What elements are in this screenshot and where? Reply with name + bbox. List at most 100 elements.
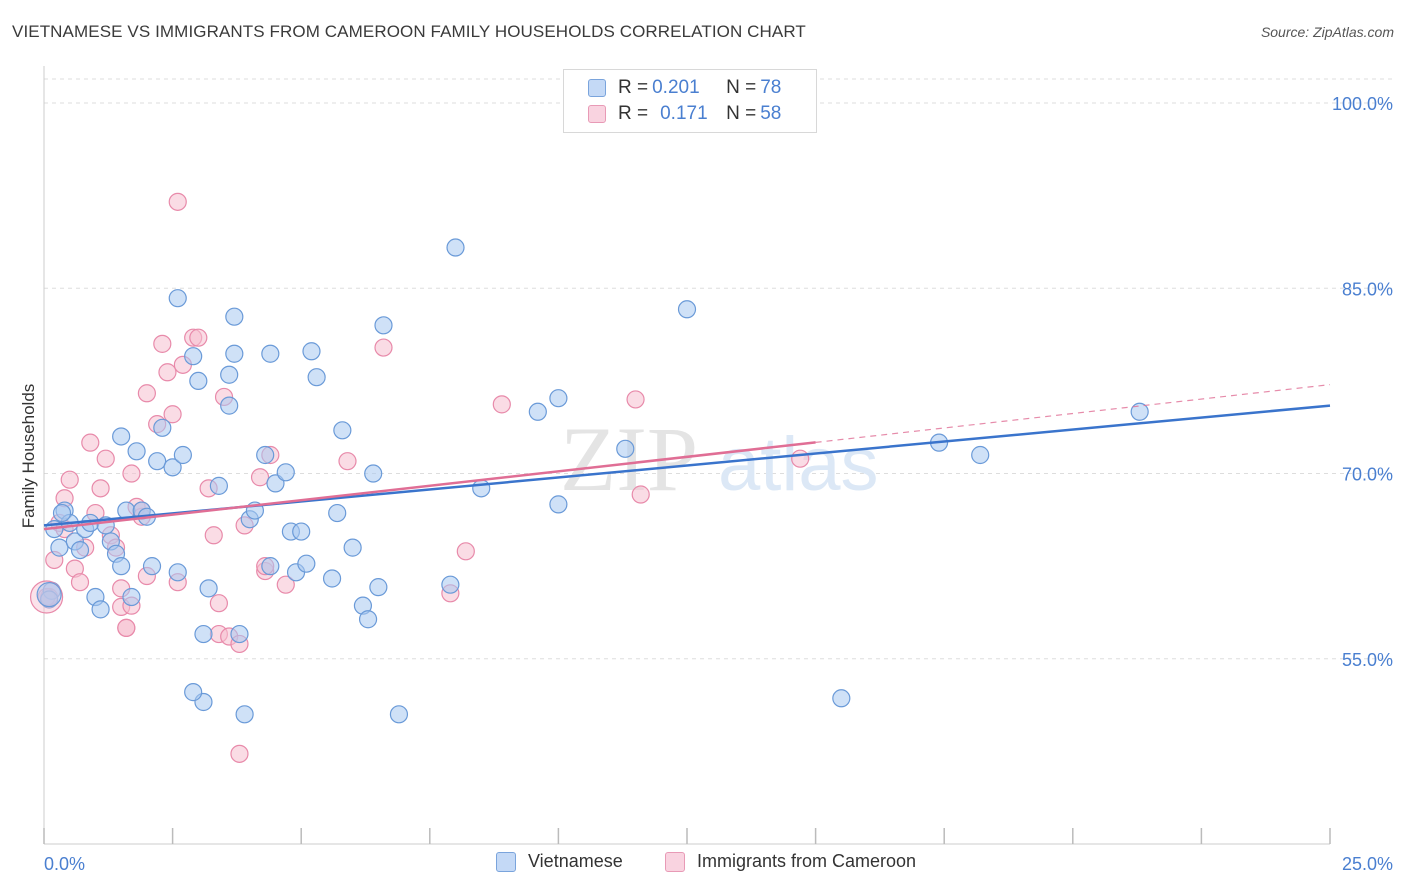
point-cameroon: [492, 395, 511, 414]
point-cameroon: [168, 192, 187, 211]
n-value: 78: [760, 77, 782, 98]
point-vietnamese: [333, 421, 352, 440]
legend-swatch-blue: [496, 851, 516, 872]
point-vietnamese: [358, 610, 378, 629]
point-cameroon: [158, 363, 177, 382]
trend-line-cameroon: [43, 441, 816, 531]
point-vietnamese: [142, 557, 162, 576]
point-vietnamese: [276, 463, 295, 482]
point-vietnamese: [549, 389, 568, 408]
point-vietnamese: [971, 445, 990, 465]
point-vietnamese: [225, 307, 244, 326]
point-vietnamese: [297, 554, 316, 573]
correlation-legend: R = 0.201 N = 78 R = 0.171 N = 58: [563, 69, 817, 133]
point-cameroon: [117, 618, 136, 637]
point-vietnamese: [112, 427, 131, 446]
point-vietnamese: [343, 538, 362, 557]
legend-swatch-pink: [665, 851, 685, 872]
point-vietnamese: [292, 522, 311, 541]
point-vietnamese: [168, 289, 187, 308]
point-vietnamese: [91, 600, 110, 619]
point-cameroon: [631, 485, 650, 504]
point-vietnamese: [261, 344, 280, 363]
point-vietnamese: [199, 579, 218, 598]
point-vietnamese: [677, 300, 697, 319]
data-points: [29, 192, 1149, 763]
point-cameroon: [209, 594, 228, 613]
point-vietnamese: [148, 452, 167, 471]
legend-swatch-pink: [588, 105, 606, 123]
series-legend: Vietnamese Immigrants from Cameroon: [0, 851, 1406, 877]
point-vietnamese: [209, 476, 228, 495]
axes: [43, 66, 1331, 845]
point-cameroon: [153, 334, 172, 353]
point-cameroon: [374, 338, 393, 357]
point-cameroon: [250, 468, 270, 487]
point-vietnamese: [1130, 402, 1149, 421]
point-vietnamese: [446, 238, 465, 257]
point-vietnamese: [441, 575, 460, 594]
y-axis-label: Family Households: [19, 384, 38, 529]
point-cameroon: [338, 452, 357, 471]
point-vietnamese: [549, 495, 568, 514]
point-cameroon: [791, 449, 810, 468]
legend-row-cameroon: R = 0.171 N = 58: [588, 102, 781, 126]
point-vietnamese: [220, 396, 239, 415]
y-tick-label: 55.0%: [1342, 650, 1393, 670]
point-vietnamese: [374, 316, 393, 335]
point-cameroon: [137, 384, 156, 403]
point-vietnamese: [194, 624, 213, 644]
point-vietnamese: [168, 563, 187, 582]
r-label: R =: [618, 103, 649, 124]
x-tick-label-min: 0.0%: [44, 854, 85, 874]
point-vietnamese: [472, 479, 491, 498]
point-vietnamese: [261, 557, 280, 576]
legend-label: Immigrants from Cameroon: [697, 851, 917, 871]
point-vietnamese: [50, 538, 69, 557]
point-vietnamese: [302, 342, 321, 361]
y-tick-label: 85.0%: [1342, 279, 1393, 299]
point-cameroon: [81, 433, 100, 452]
point-vietnamese: [220, 365, 239, 384]
n-label: N =: [726, 103, 757, 124]
point-vietnamese: [127, 442, 146, 461]
point-vietnamese: [184, 683, 203, 702]
point-vietnamese: [616, 439, 635, 458]
point-vietnamese: [230, 624, 249, 644]
point-vietnamese: [189, 371, 208, 391]
point-vietnamese: [369, 578, 388, 597]
point-vietnamese: [307, 368, 326, 387]
gridlines: [44, 78, 1395, 660]
x-tick-label-max: 25.0%: [1342, 854, 1393, 874]
point-vietnamese: [266, 474, 285, 493]
point-cameroon: [276, 575, 295, 594]
point-cameroon: [91, 479, 110, 498]
legend-row-vietnamese: R = 0.201 N = 78: [588, 76, 781, 100]
point-cameroon: [96, 449, 115, 468]
point-vietnamese: [364, 464, 383, 483]
legend-item-vietnamese[interactable]: Vietnamese: [496, 851, 623, 872]
point-cameroon: [626, 390, 645, 409]
n-value: 58: [760, 103, 782, 124]
point-vietnamese: [153, 418, 172, 437]
source-label: Source: ZipAtlas.com: [1260, 24, 1394, 40]
point-vietnamese: [122, 587, 141, 607]
point-vietnamese: [70, 540, 90, 560]
y-tick-label: 70.0%: [1342, 465, 1393, 485]
point-vietnamese: [328, 503, 347, 523]
point-vietnamese: [163, 458, 182, 477]
point-vietnamese: [256, 445, 275, 465]
trend-lines: [43, 384, 1331, 531]
point-vietnamese: [235, 705, 254, 724]
point-vietnamese-large: [36, 581, 62, 608]
r-value: 0.171: [660, 103, 708, 124]
point-cameroon: [230, 744, 249, 763]
trend-line-cameroon-dashed: [815, 384, 1331, 444]
r-label: R =: [618, 77, 649, 98]
watermark: ZIP atlas: [560, 408, 879, 510]
tick-labels: 55.0% 70.0% 85.0% 100.0% 0.0% 25.0%: [44, 94, 1393, 874]
point-cameroon: [60, 470, 79, 489]
point-cameroon: [204, 526, 223, 545]
legend-item-cameroon[interactable]: Immigrants from Cameroon: [665, 851, 916, 872]
